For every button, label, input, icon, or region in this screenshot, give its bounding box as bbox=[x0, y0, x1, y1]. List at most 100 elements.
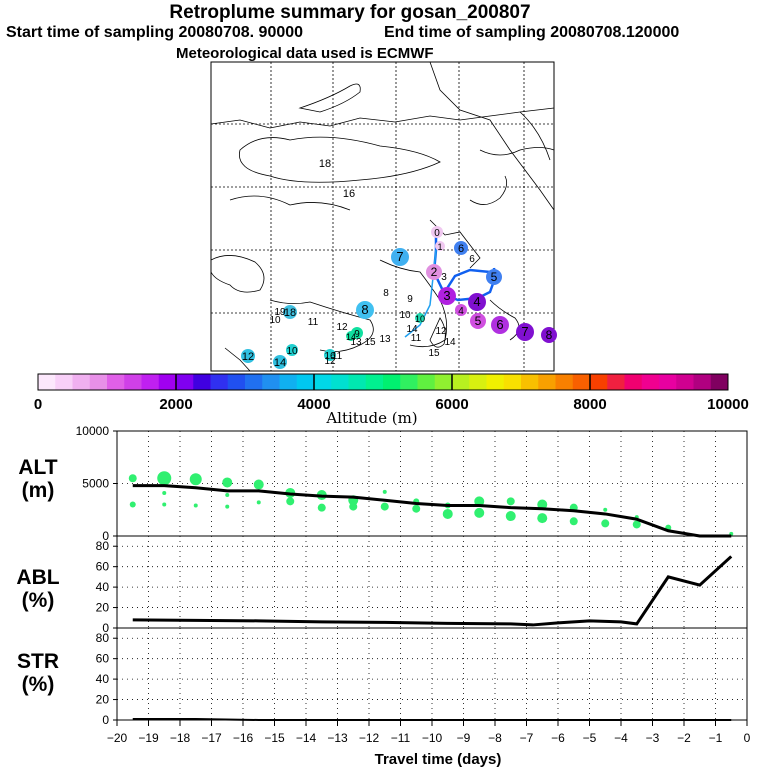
map-marker bbox=[468, 293, 486, 311]
colorbar-swatch bbox=[210, 374, 229, 390]
colorbar-tick-label: 0 bbox=[34, 396, 42, 413]
alt-cluster-point bbox=[474, 496, 485, 507]
map-marker-label: 5 bbox=[491, 270, 498, 284]
alt-cluster-point bbox=[128, 474, 137, 483]
map-step-label: 12 bbox=[336, 322, 348, 333]
map-marker-label: 16 bbox=[324, 351, 336, 362]
alt-panel: 0 5000 10000 bbox=[76, 424, 748, 543]
met-data: Meteorological data used is ECMWF bbox=[176, 45, 434, 62]
map-marker-label: 8 bbox=[546, 328, 553, 342]
colorbar-swatch bbox=[348, 374, 367, 390]
colorbar-swatch bbox=[262, 374, 280, 390]
colorbar-swatch bbox=[538, 374, 556, 390]
alt-cluster-point bbox=[193, 503, 198, 508]
alt-cluster-point bbox=[222, 477, 233, 488]
x-tick-label: −14 bbox=[296, 731, 317, 745]
map-lat-label: 16 bbox=[343, 188, 355, 200]
map-step-label: 8 bbox=[383, 288, 389, 299]
alt-cluster-point bbox=[632, 520, 641, 529]
colorbar-swatch bbox=[452, 374, 470, 390]
map-marker-label: 10 bbox=[286, 346, 298, 357]
map-step-label: 3 bbox=[441, 272, 447, 283]
map-step-label: 19 bbox=[274, 307, 286, 318]
map-step-label: 13 bbox=[379, 334, 391, 345]
x-tick-label: −19 bbox=[138, 731, 159, 745]
alt-cluster-point bbox=[442, 508, 453, 519]
x-tick-label: −20 bbox=[107, 731, 128, 745]
alt-ylabel-line1: ALT bbox=[18, 456, 58, 479]
colorbar-swatch bbox=[314, 374, 332, 390]
alt-cluster-point bbox=[253, 479, 264, 490]
colorbar-swatch bbox=[55, 374, 73, 390]
map-marker-label: 4 bbox=[473, 294, 480, 309]
colorbar-swatch bbox=[555, 374, 574, 390]
x-tick-label: −13 bbox=[327, 731, 348, 745]
map-step-label: 10 bbox=[269, 315, 281, 326]
map-marker-label: 8 bbox=[361, 302, 368, 317]
str-panel: 0 20 40 60 80 bbox=[96, 627, 748, 727]
alt-cluster-point bbox=[603, 507, 608, 512]
colorbar-swatch bbox=[676, 374, 694, 390]
start-time: Start time of sampling 20080708. 90000 bbox=[6, 24, 304, 41]
x-tick-label: 0 bbox=[744, 731, 751, 745]
colorbar-tick-label: 6000 bbox=[435, 396, 468, 413]
map-marker bbox=[241, 349, 255, 363]
colorbar-swatch bbox=[245, 374, 263, 390]
colorbar-swatch bbox=[227, 374, 246, 390]
str-ytick-label: 40 bbox=[96, 672, 110, 686]
colorbar-tick-label: 8000 bbox=[573, 396, 606, 413]
colorbar-swatch bbox=[38, 374, 56, 390]
colorbar-swatch bbox=[572, 374, 591, 390]
colorbar-swatch bbox=[365, 374, 384, 390]
colorbar-tick-label: 10000 bbox=[707, 396, 749, 413]
colorbar-swatch bbox=[710, 374, 729, 390]
map-marker-label: 12 bbox=[242, 351, 254, 363]
colorbar-swatch bbox=[107, 374, 125, 390]
map-marker-label: 10 bbox=[415, 314, 425, 324]
map-marker-label: 1 bbox=[437, 242, 442, 252]
map-marker bbox=[283, 305, 297, 319]
alt-ytick-label: 5000 bbox=[82, 477, 109, 491]
map-step-label: 11 bbox=[332, 351, 343, 362]
map-marker bbox=[486, 269, 502, 285]
map-marker-label: 7 bbox=[521, 324, 528, 339]
colorbar-swatch bbox=[176, 374, 194, 390]
abl-ylabel: ABL (%) bbox=[10, 566, 66, 612]
colorbar-swatch bbox=[607, 374, 625, 390]
colorbar-swatch bbox=[521, 374, 539, 390]
map-marker-label: 0 bbox=[434, 228, 440, 239]
map-marker bbox=[435, 241, 445, 251]
map-marker-label: 5 bbox=[475, 314, 482, 328]
colorbar-swatch bbox=[624, 374, 643, 390]
colorbar: 0 2000 4000 6000 8000 10000 Altitude (m) bbox=[34, 373, 749, 427]
map-step-label: 11 bbox=[411, 333, 422, 344]
map-marker bbox=[324, 349, 336, 361]
alt-cluster-point bbox=[569, 517, 578, 526]
x-tick-label: −12 bbox=[359, 731, 380, 745]
x-tick-label: −15 bbox=[264, 731, 285, 745]
str-ylabel-line2: (%) bbox=[21, 673, 55, 696]
colorbar-swatch bbox=[590, 374, 608, 390]
map-marker bbox=[438, 287, 456, 305]
x-axis-label: Travel time (days) bbox=[375, 751, 502, 768]
colorbar-swatch bbox=[400, 374, 418, 390]
colorbar-swatch bbox=[486, 374, 505, 390]
colorbar-swatch bbox=[279, 374, 298, 390]
map-marker-label: 14 bbox=[346, 332, 356, 342]
colorbar-tick-label: 4000 bbox=[297, 396, 330, 413]
x-tick-label: −9 bbox=[457, 731, 471, 745]
map-marker bbox=[491, 316, 509, 334]
colorbar-swatch bbox=[331, 374, 349, 390]
colorbar-swatch bbox=[659, 374, 677, 390]
x-tick-label: −17 bbox=[201, 731, 222, 745]
colorbar-swatch bbox=[193, 374, 211, 390]
map-step-label: 13 bbox=[350, 337, 362, 348]
x-tick-label: −11 bbox=[391, 731, 411, 745]
alt-cluster-point bbox=[162, 490, 167, 495]
colorbar-swatch bbox=[434, 374, 453, 390]
map-lat-label: 18 bbox=[319, 158, 331, 170]
x-tick-label: −8 bbox=[488, 731, 502, 745]
alt-cluster-point bbox=[157, 471, 172, 486]
colorbar-swatch bbox=[383, 374, 401, 390]
